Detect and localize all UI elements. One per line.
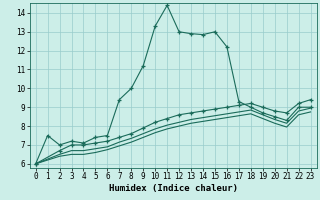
X-axis label: Humidex (Indice chaleur): Humidex (Indice chaleur)	[108, 184, 238, 193]
